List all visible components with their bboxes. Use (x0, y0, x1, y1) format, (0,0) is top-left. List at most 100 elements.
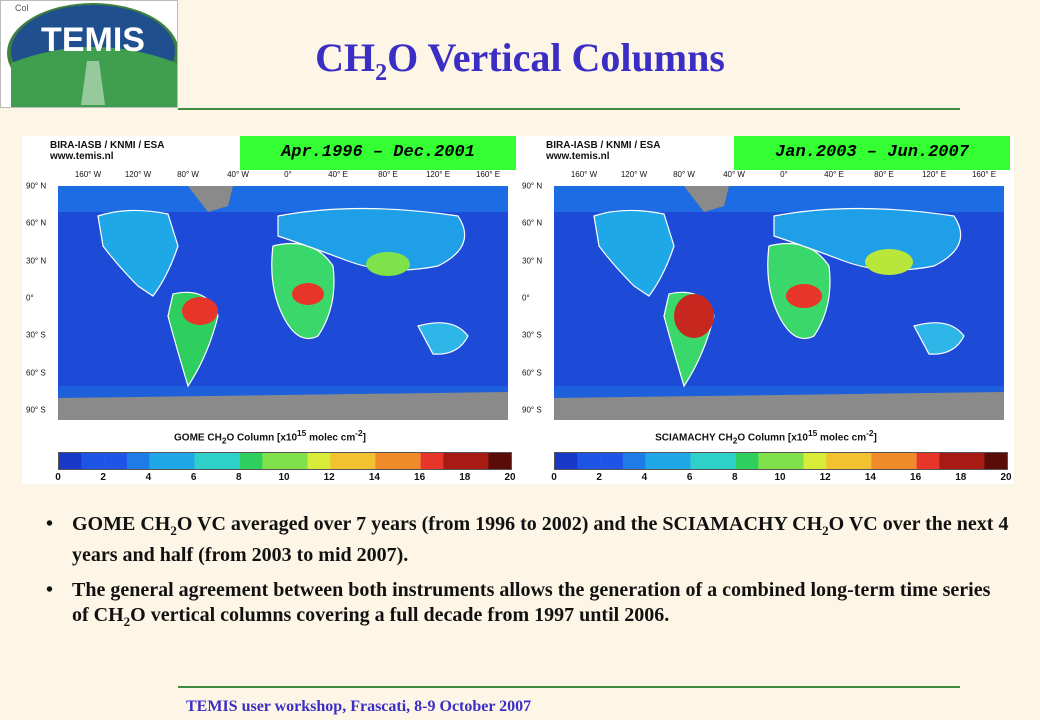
colorbar-segment (239, 453, 263, 469)
colorbar-ticks: 0 2 4 6 8 10 12 14 16 18 20 (551, 472, 1011, 484)
lat-tick-label: 30° N (26, 256, 47, 266)
period-label: Jan.2003 – Jun.2007 (734, 136, 1010, 170)
colorbar (58, 452, 512, 470)
colorbar-segment (104, 453, 128, 469)
colorbar-segment (803, 453, 827, 469)
lat-tick-label: 60° S (522, 368, 542, 378)
lat-tick-label: 60° N (26, 218, 47, 228)
gome-ch2o-map (58, 186, 508, 420)
colorbar-tick-label: 18 (955, 472, 967, 483)
slide-title: CH2O Vertical Columns (315, 35, 725, 86)
colorbar-segment (81, 453, 105, 469)
lon-tick-label: 160° W (74, 170, 102, 179)
colorbar-tick-label: 18 (459, 472, 471, 483)
colorbar-segment (984, 453, 1008, 469)
lon-tick-label: 80° E (378, 170, 398, 179)
colorbar-segment (713, 453, 737, 469)
lon-tick-label: 80° E (874, 170, 894, 179)
colorbar-tick-label: 4 (641, 472, 648, 483)
colorbar-segment (961, 453, 985, 469)
lat-tick-label: 60° S (26, 368, 46, 378)
colorbar-segment (59, 453, 82, 469)
colorbar-segment (848, 453, 872, 469)
map-caption: SCIAMACHY CH2O Column [x1015 molec cm-2] (655, 428, 877, 446)
lon-tick-label: 160° W (570, 170, 598, 179)
period-label: Apr.1996 – Dec.2001 (240, 136, 516, 170)
colorbar-segment (668, 453, 691, 469)
lon-tick-label: 40° W (227, 170, 249, 179)
lon-tick-label: 120° W (620, 170, 648, 179)
colorbar-segment (398, 453, 421, 469)
colorbar-tick-label: 16 (414, 472, 426, 483)
bullet-dot: • (46, 579, 54, 601)
logo-text: TEMIS (41, 21, 145, 59)
colorbar-tick-label: 20 (504, 472, 516, 483)
lat-tick-label: 90° S (26, 405, 46, 415)
colorbar-segment (443, 453, 467, 469)
colorbar-tick-label: 14 (368, 472, 380, 483)
colorbar-segment (149, 453, 173, 469)
lon-tick-label: 120° W (124, 170, 152, 179)
map-panel-gome: BIRA-IASB / KNMI / ESA www.temis.nl Apr.1… (22, 136, 518, 484)
colorbar-segment (217, 453, 241, 469)
colorbar-segment (645, 453, 669, 469)
colorbar-tick-label: 0 (55, 472, 61, 483)
title-rule (178, 108, 960, 110)
colorbar-segment (871, 453, 895, 469)
lon-tick-label: 120° E (921, 170, 947, 179)
colorbar-segment (172, 453, 195, 469)
footer-text: TEMIS user workshop, Frascati, 8-9 Octob… (186, 698, 532, 715)
bullet-dot: • (46, 513, 54, 535)
colorbar-segment (285, 453, 308, 469)
bullet-list: • GOME CH2O VC averaged over 7 years (fr… (46, 512, 1010, 644)
lon-tick-label: 40° W (723, 170, 745, 179)
colorbar-segment (916, 453, 940, 469)
colorbar-segment (330, 453, 354, 469)
lat-tick-label: 0° (522, 293, 530, 303)
lat-tick-label: 30° S (522, 330, 542, 340)
lon-tick-label: 40° E (824, 170, 844, 179)
lon-tick-label: 120° E (425, 170, 451, 179)
colorbar-segment (352, 453, 376, 469)
colorbar-tick-label: 8 (732, 472, 738, 483)
lat-tick-label: 30° N (522, 256, 543, 266)
colorbar-segment (262, 453, 286, 469)
colorbar-segment (307, 453, 331, 469)
lat-tick-label: 90° N (522, 181, 543, 191)
lat-tick-label: 0° (26, 293, 34, 303)
lon-tick-label: 80° W (177, 170, 199, 179)
colorbar-tick-label: 6 (190, 472, 197, 483)
colorbar-segment (375, 453, 399, 469)
colorbar-segment (690, 453, 714, 469)
map-header: BIRA-IASB / KNMI / ESA www.temis.nl (50, 140, 165, 162)
colorbar-tick-label: 2 (596, 472, 602, 483)
colorbar-tick-label: 4 (145, 472, 152, 483)
lat-tick-label: 30° S (26, 330, 46, 340)
lon-tick-label: 0° (284, 170, 292, 179)
sciamachy-ch2o-map (554, 186, 1004, 420)
colorbar-segment (622, 453, 646, 469)
lon-tick-label: 0° (780, 170, 788, 179)
lat-tick-label: 90° S (522, 405, 542, 415)
colorbar-tick-label: 10 (774, 472, 786, 483)
colorbar-segment (894, 453, 917, 469)
colorbar-tick-label: 20 (1000, 472, 1012, 483)
colorbar-segment (939, 453, 963, 469)
lat-axis: 90° N 60° N 30° N 0° 30° S 60° S 90° S (522, 180, 550, 416)
lon-tick-label: 40° E (328, 170, 348, 179)
temis-logo-graphic: TEMIS (7, 3, 179, 107)
temis-logo: Col TEMIS (0, 0, 179, 108)
map-header: BIRA-IASB / KNMI / ESA www.temis.nl (546, 140, 661, 162)
lat-tick-label: 60° N (522, 218, 543, 228)
footer-rule (178, 686, 960, 688)
colorbar-tick-label: 6 (686, 472, 693, 483)
colorbar-segment (826, 453, 850, 469)
colorbar-segment (735, 453, 759, 469)
colorbar-segment (600, 453, 624, 469)
colorbar-tick-label: 10 (278, 472, 290, 483)
colorbar-tick-label: 0 (551, 472, 557, 483)
bullet-item: • The general agreement between both ins… (46, 579, 991, 629)
lon-tick-label: 80° W (673, 170, 695, 179)
maps-container: BIRA-IASB / KNMI / ESA www.temis.nl Apr.1… (22, 136, 1014, 484)
colorbar-tick-label: 12 (819, 472, 831, 483)
